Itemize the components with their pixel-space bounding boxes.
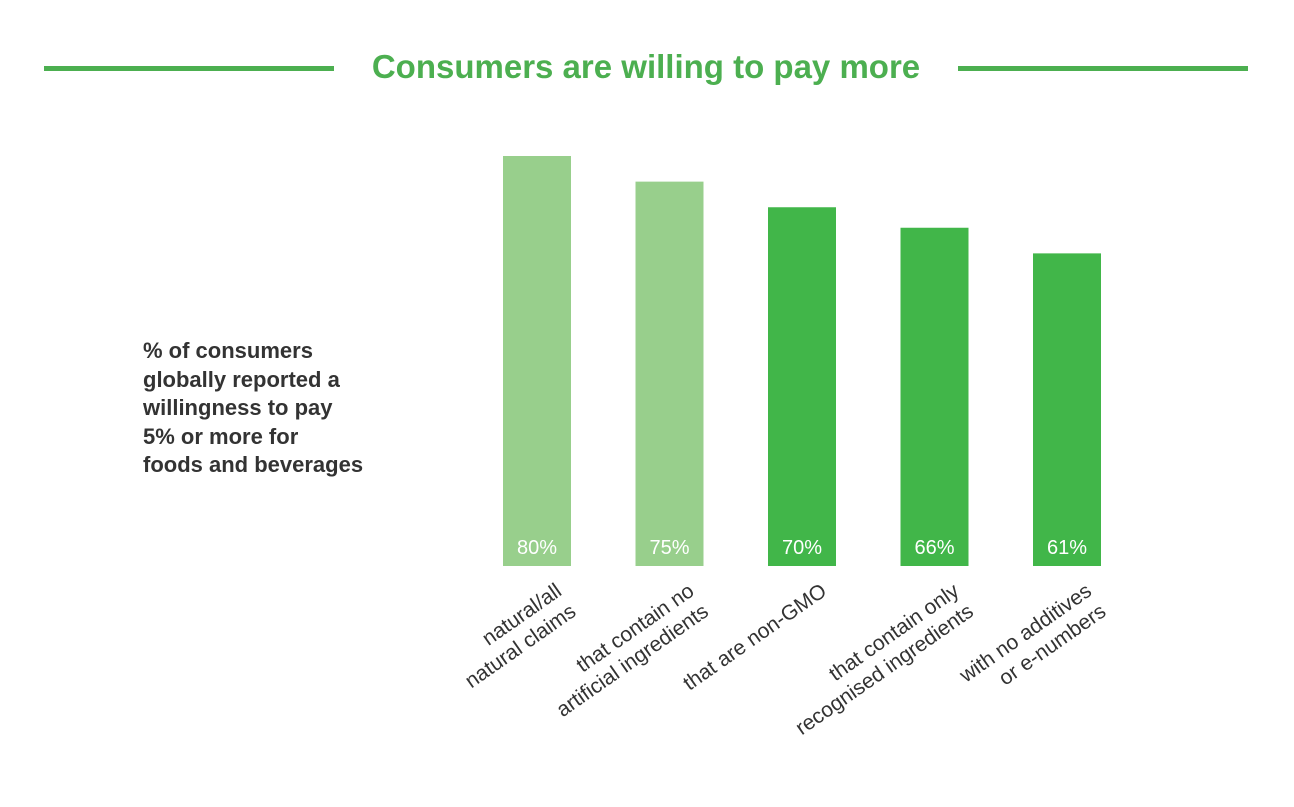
y-axis-description-line: willingness to pay (143, 395, 333, 420)
bar (635, 181, 704, 566)
bar-value-label: 70% (782, 537, 822, 559)
y-axis-description-line: foods and beverages (143, 452, 364, 477)
chart-title: Consumers are willing to pay more (371, 48, 921, 85)
category-label: with no additivesor e-numbers (955, 579, 1111, 708)
chart-title-banner: Consumers are willing to pay more (0, 40, 1294, 100)
y-axis-description-line: % of consumers (143, 338, 313, 363)
category-label: that are non-GMO (679, 579, 831, 695)
bar-value-label: 75% (649, 537, 689, 559)
bar (1033, 253, 1101, 566)
category-label-line: recognised ingredients (791, 600, 977, 740)
bar-value-label: 66% (914, 537, 954, 559)
title-rule-right (958, 66, 1248, 71)
category-label-line: that are non-GMO (679, 579, 831, 695)
bar-value-label: 80% (517, 537, 557, 559)
title-rule-left (44, 66, 334, 71)
y-axis-description-line: globally reported a (143, 366, 340, 392)
bar (900, 227, 969, 566)
bar-value-label: 61% (1047, 537, 1087, 559)
y-axis-description-line: 5% or more for (143, 423, 299, 449)
category-label: natural/allnatural claims (447, 579, 581, 693)
bar (503, 156, 571, 566)
bar (768, 207, 836, 566)
y-axis-description: % of consumers globally reported a willi… (143, 337, 423, 480)
